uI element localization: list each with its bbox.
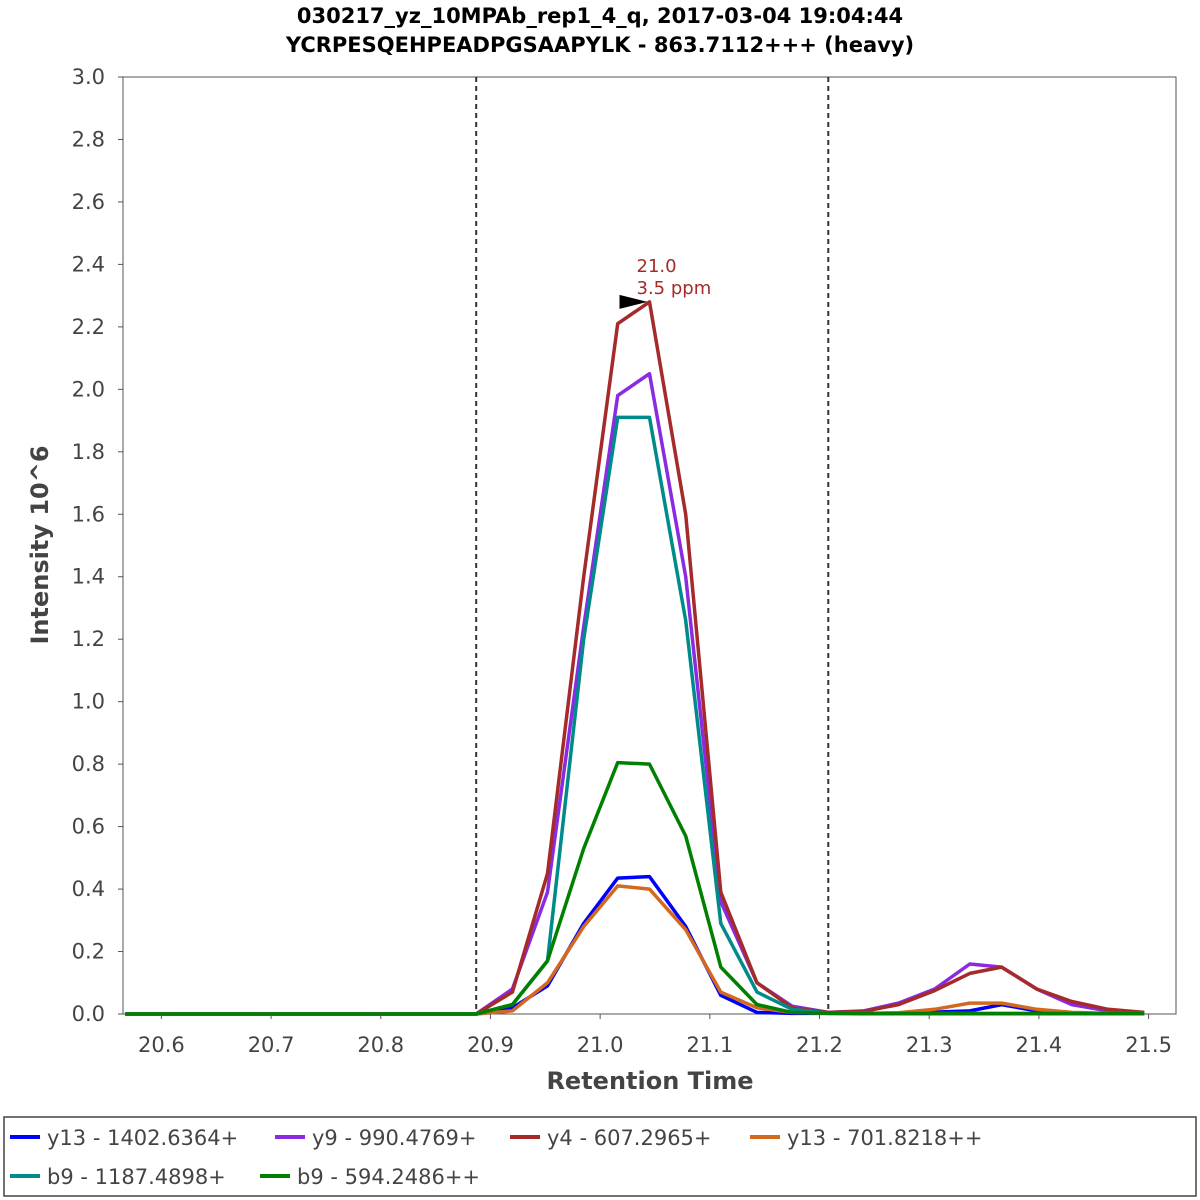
x-tick-label: 21.0 [577,1033,624,1057]
x-tick-label: 21.3 [906,1033,953,1057]
legend: y13 - 1402.6364+ y9 - 990.4769+ y4 - 607.2… [10,1126,982,1189]
legend-label-5: b9 - 594.2486++ [297,1165,480,1189]
y-tick-label: 0.6 [72,815,105,839]
y-tick-label: 0.8 [72,752,105,776]
x-tick-label: 20.6 [138,1033,185,1057]
x-tick-label: 21.4 [1016,1033,1063,1057]
plot-area [122,76,1177,1015]
y-tick-label: 2.4 [72,252,105,276]
peak-arrow-icon [619,294,648,309]
chart-title: 030217_yz_10MPAb_rep1_4_q, 2017-03-04 19… [297,4,903,28]
x-tick-label: 21.5 [1125,1033,1172,1057]
y-tick-label: 1.4 [72,565,105,589]
y-tick-label: 1.0 [72,690,105,714]
chart-subtitle: YCRPESQEHPEADPGSAAPYLK - 863.7112+++ (he… [285,33,914,57]
y-tick-label: 1.6 [72,502,105,526]
legend-label-3: y13 - 701.8218++ [787,1126,982,1150]
y-tick-label: 0.4 [72,877,105,901]
y-tick-label: 2.8 [72,127,105,151]
y-axis-ticks: 0.0 0.2 0.4 0.6 0.8 1.0 1.2 1.4 1.6 1.8 2.0 2.2 2.4 2… [72,65,123,1026]
y-tick-label: 3.0 [72,65,105,89]
x-axis-ticks: 20.6 20.7 20.8 20.9 21.0 21.1 21.2 21.3 21.4 21.5 [138,1014,1172,1057]
x-axis-title: Retention Time [546,1067,753,1095]
peak-annotation-rt: 21.0 [637,256,677,277]
y-tick-label: 2.6 [72,190,105,214]
legend-label-0: y13 - 1402.6364+ [47,1126,238,1150]
y-tick-label: 0.0 [72,1002,105,1026]
legend-box [3,1116,1197,1197]
legend-label-2: y4 - 607.2965+ [547,1126,712,1150]
x-tick-label: 20.9 [467,1033,514,1057]
peak-annotation-ppm: 3.5 ppm [637,278,712,299]
series-line-5 [125,760,1145,1016]
peak-annotation: 21.0 3.5 ppm [619,256,712,309]
series-lines [125,300,1145,1016]
x-tick-label: 20.7 [248,1033,295,1057]
y-tick-label: 1.8 [72,440,105,464]
y-tick-label: 0.2 [72,940,105,964]
x-tick-label: 20.8 [357,1033,404,1057]
y-tick-label: 2.0 [72,377,105,401]
legend-label-1: y9 - 990.4769+ [312,1126,477,1150]
y-tick-label: 2.2 [72,315,105,339]
y-tick-label: 1.2 [72,627,105,651]
y-axis-title: Intensity 10^6 [26,445,54,644]
legend-label-4: b9 - 1187.4898+ [47,1165,226,1189]
x-tick-label: 21.1 [686,1033,733,1057]
x-tick-label: 21.2 [796,1033,843,1057]
integration-boundaries [475,77,830,1014]
